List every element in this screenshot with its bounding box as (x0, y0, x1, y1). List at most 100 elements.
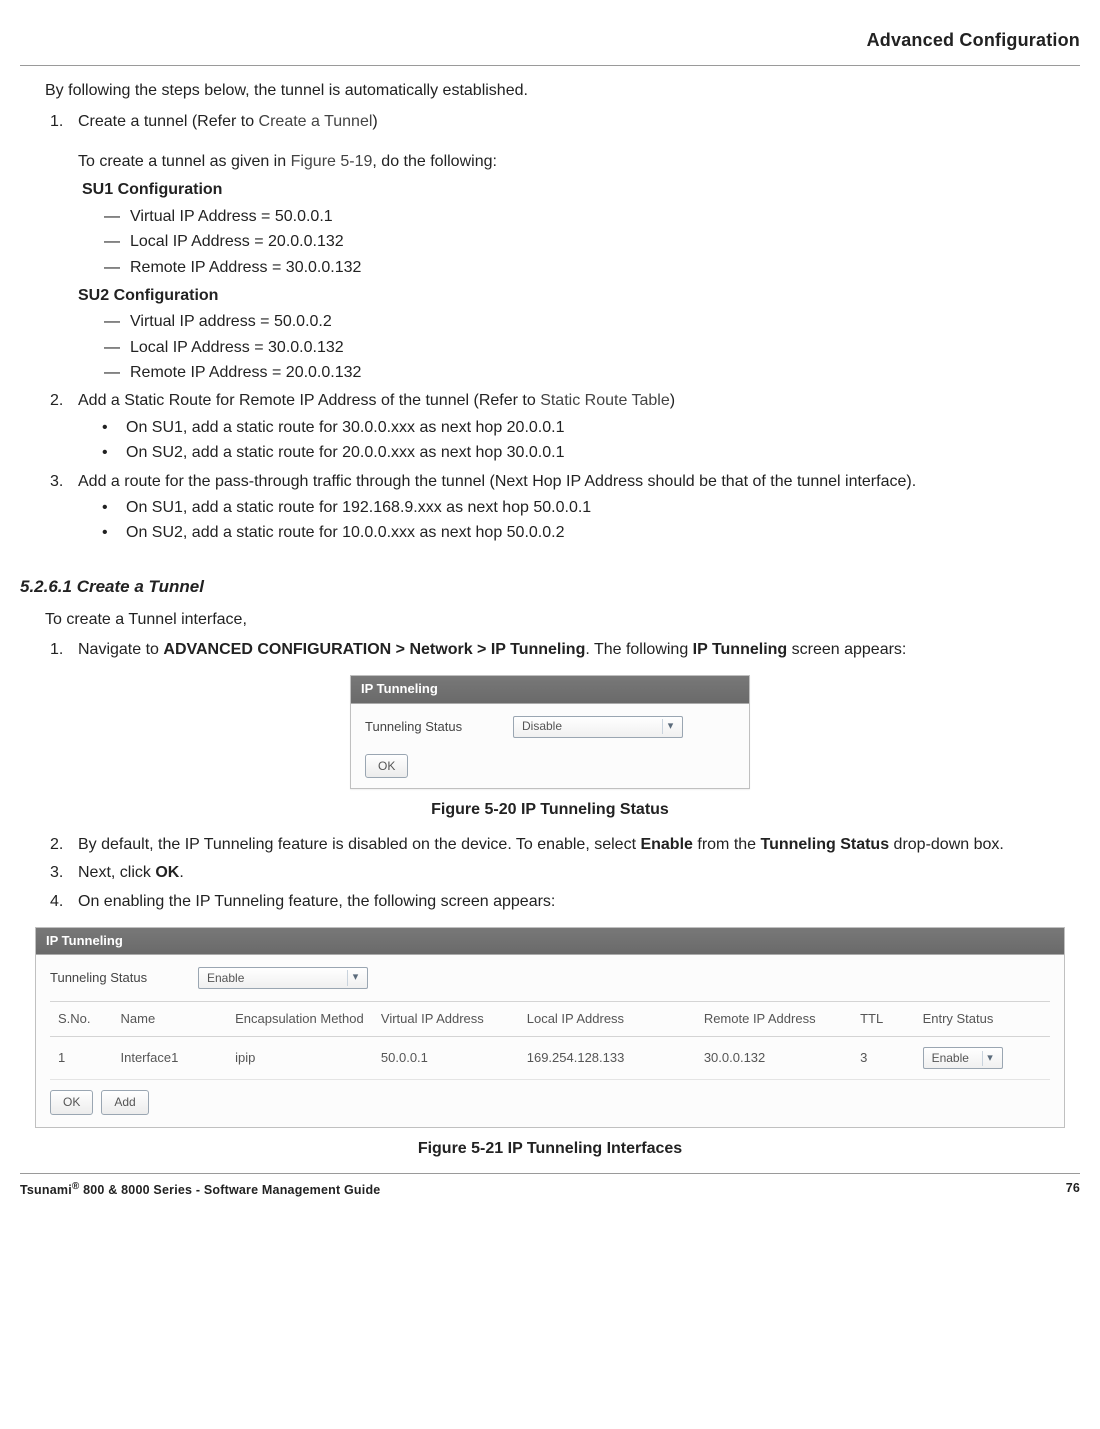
table-row: 1 Interface1 ipip 50.0.0.1 169.254.128.1… (50, 1037, 1050, 1080)
ok-button[interactable]: OK (50, 1090, 93, 1115)
su1-heading: SU1 Configuration (78, 179, 1080, 201)
ip-tunneling-panel-enabled: IP Tunneling Tunneling Status Enable ▾ S… (35, 927, 1065, 1128)
close-paren: ) (372, 113, 377, 130)
col-vip: Virtual IP Address (373, 1002, 519, 1037)
sub-step-4: 4. On enabling the IP Tunneling feature,… (50, 891, 1080, 913)
step-2: 2. Add a Static Route for Remote IP Addr… (50, 390, 1080, 464)
list-item: On SU1, add a static route for 192.168.9… (102, 497, 1080, 519)
list-item: Local IP Address = 20.0.0.132 (102, 231, 1080, 253)
intro-text: By following the steps below, the tunnel… (20, 80, 1080, 102)
page-number: 76 (1066, 1180, 1080, 1200)
subsection-title: 5.2.6.1 Create a Tunnel (20, 575, 1080, 599)
subsection-lead: To create a Tunnel interface, (20, 609, 1080, 631)
running-head: Advanced Configuration (20, 20, 1080, 65)
link-figure-5-19[interactable]: Figure 5-19 (291, 153, 373, 170)
tunneling-status-label: Tunneling Status (365, 718, 495, 736)
list-item: Remote IP Address = 30.0.0.132 (102, 257, 1080, 279)
cell-name: Interface1 (113, 1037, 228, 1080)
close-paren: ) (670, 392, 675, 409)
step-number: 3. (50, 471, 63, 493)
chevron-down-icon: ▾ (662, 719, 678, 734)
chevron-down-icon: ▾ (347, 970, 363, 985)
step-1-text: Create a tunnel (Refer to (78, 113, 259, 130)
step-number: 1. (50, 111, 63, 133)
tunneling-status-bold: Tunneling Status (761, 836, 890, 853)
step-3-text: Add a route for the pass-through traffic… (78, 471, 1080, 493)
panel-header: IP Tunneling (36, 928, 1064, 955)
text: . The following (585, 641, 692, 658)
interfaces-table: S.No. Name Encapsulation Method Virtual … (50, 1001, 1050, 1080)
su1-list: Virtual IP Address = 50.0.0.1 Local IP A… (78, 206, 1080, 279)
list-item: On SU2, add a static route for 20.0.0.xx… (102, 442, 1080, 464)
sub-step-2: 2. By default, the IP Tunneling feature … (50, 834, 1080, 856)
step-2-bullets: On SU1, add a static route for 30.0.0.xx… (78, 417, 1080, 465)
cell-ttl: 3 (852, 1037, 915, 1080)
step-number: 2. (50, 834, 63, 856)
figure-5-20-caption: Figure 5-20 IP Tunneling Status (20, 799, 1080, 821)
list-item: Remote IP Address = 20.0.0.132 (102, 362, 1080, 384)
text: , do the following: (372, 153, 497, 170)
footer-left: Tsunami® 800 & 8000 Series - Software Ma… (20, 1180, 380, 1200)
cell-entry: Enable ▾ (915, 1037, 1050, 1080)
select-value: Enable (207, 970, 244, 987)
panel-header: IP Tunneling (351, 676, 749, 703)
ok-button[interactable]: OK (365, 754, 408, 779)
cell-lip: 169.254.128.133 (519, 1037, 696, 1080)
step-3: 3. Add a route for the pass-through traf… (50, 471, 1080, 545)
cell-rip: 30.0.0.132 (696, 1037, 852, 1080)
step-1: 1. Create a tunnel (Refer to Create a Tu… (50, 111, 1080, 385)
step-number: 3. (50, 862, 63, 884)
step-number: 1. (50, 639, 63, 661)
figure-5-21-caption: Figure 5-21 IP Tunneling Interfaces (20, 1138, 1080, 1160)
text: . (179, 864, 183, 881)
sub-step-1: 1. Navigate to ADVANCED CONFIGURATION > … (50, 639, 1080, 661)
select-value: Disable (522, 718, 562, 735)
text: To create a tunnel as given in (78, 153, 291, 170)
text: By default, the IP Tunneling feature is … (78, 836, 640, 853)
col-encap: Encapsulation Method (227, 1002, 373, 1037)
step-1-after: To create a tunnel as given in Figure 5-… (78, 151, 1080, 173)
step-number: 2. (50, 390, 63, 412)
list-item: Local IP Address = 30.0.0.132 (102, 337, 1080, 359)
step-number: 4. (50, 891, 63, 913)
add-button[interactable]: Add (101, 1090, 148, 1115)
list-item: Virtual IP Address = 50.0.0.1 (102, 206, 1080, 228)
cell-sno: 1 (50, 1037, 113, 1080)
page-footer: Tsunami® 800 & 8000 Series - Software Ma… (20, 1173, 1080, 1200)
list-item: On SU1, add a static route for 30.0.0.xx… (102, 417, 1080, 439)
ip-tunneling-panel-disabled: IP Tunneling Tunneling Status Disable ▾ … (350, 675, 750, 789)
cell-vip: 50.0.0.1 (373, 1037, 519, 1080)
sub-step-3: 3. Next, click OK. (50, 862, 1080, 884)
col-name: Name (113, 1002, 228, 1037)
text: On enabling the IP Tunneling feature, th… (78, 893, 555, 910)
col-rip: Remote IP Address (696, 1002, 852, 1037)
su2-list: Virtual IP address = 50.0.0.2 Local IP A… (78, 311, 1080, 384)
nav-path: ADVANCED CONFIGURATION > Network > IP Tu… (163, 641, 585, 658)
col-entry: Entry Status (915, 1002, 1050, 1037)
text: Next, click (78, 864, 155, 881)
enable-label: Enable (640, 836, 692, 853)
text: screen appears: (787, 641, 906, 658)
link-static-route-table[interactable]: Static Route Table (540, 392, 670, 409)
tunneling-status-select[interactable]: Disable ▾ (513, 716, 683, 738)
tunneling-status-select[interactable]: Enable ▾ (198, 967, 368, 989)
text: drop-down box. (889, 836, 1004, 853)
tunneling-status-label: Tunneling Status (50, 969, 180, 987)
select-value: Enable (932, 1050, 969, 1067)
chevron-down-icon: ▾ (982, 1051, 998, 1066)
col-sno: S.No. (50, 1002, 113, 1037)
link-create-tunnel[interactable]: Create a Tunnel (259, 113, 373, 130)
col-lip: Local IP Address (519, 1002, 696, 1037)
col-ttl: TTL (852, 1002, 915, 1037)
text: Navigate to (78, 641, 163, 658)
step-2-text: Add a Static Route for Remote IP Address… (78, 392, 540, 409)
screen-name: IP Tunneling (693, 641, 788, 658)
list-item: On SU2, add a static route for 10.0.0.xx… (102, 522, 1080, 544)
step-3-bullets: On SU1, add a static route for 192.168.9… (78, 497, 1080, 545)
cell-method: ipip (227, 1037, 373, 1080)
divider (20, 65, 1080, 66)
entry-status-select[interactable]: Enable ▾ (923, 1047, 1003, 1069)
list-item: Virtual IP address = 50.0.0.2 (102, 311, 1080, 333)
ok-bold: OK (155, 864, 179, 881)
su2-heading: SU2 Configuration (78, 285, 1080, 307)
